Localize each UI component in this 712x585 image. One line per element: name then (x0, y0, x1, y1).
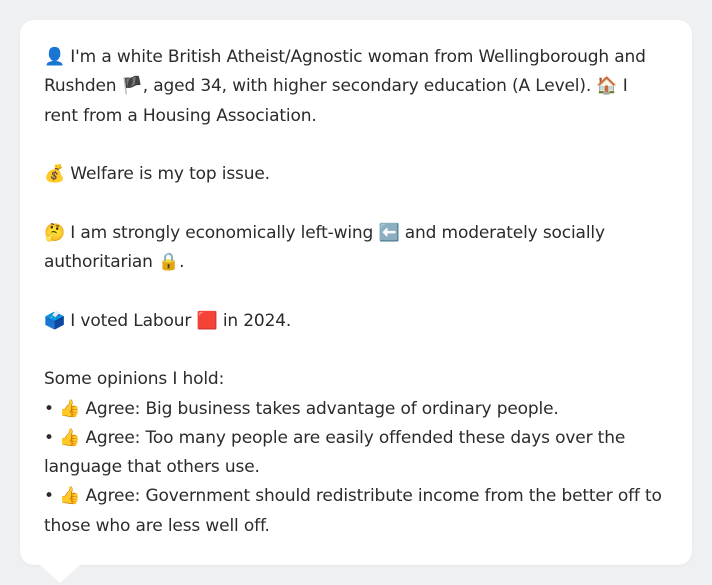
social-text: and moderately socially authoritarian (44, 222, 605, 273)
vote-year-text: in 2024. (222, 310, 292, 331)
red-square-icon: 🟥 (196, 310, 218, 331)
identity-paragraph: 👤 I'm a white British Atheist/Agnostic w… (44, 43, 662, 131)
bullet: • (44, 427, 54, 448)
opinion-text: Agree: Too many people are easily offend… (44, 427, 626, 478)
ideology-paragraph: 🤔 I am strongly economically left-wing ⬅… (44, 219, 662, 278)
vote-paragraph: 🗳️ I voted Labour 🟥 in 2024. (44, 307, 662, 336)
economic-text: I am strongly economically left-wing (70, 222, 374, 243)
top-issue-paragraph: 💰 Welfare is my top issue. (44, 160, 662, 189)
ballot-box-icon: 🗳️ (44, 310, 66, 331)
money-bag-icon: 💰 (44, 164, 66, 185)
opinion-item: • 👍 Agree: Big business takes advantage … (44, 395, 662, 424)
thumbs-up-icon: 👍 (59, 398, 81, 419)
bullet: • (44, 486, 54, 507)
persona-message-bubble: 👤 I'm a white British Atheist/Agnostic w… (20, 20, 692, 565)
opinion-text: Agree: Big business takes advantage of o… (85, 398, 559, 419)
housing-text: I rent from a Housing Association. (44, 76, 628, 126)
top-issue-text: Welfare is my top issue. (70, 164, 270, 185)
bullet: • (44, 398, 54, 419)
opinion-item: • 👍 Agree: Too many people are easily of… (44, 424, 662, 483)
house-icon: 🏠 (596, 76, 618, 97)
opinion-item: • 👍 Agree: Government should redistribut… (44, 482, 662, 541)
england-flag-icon: 🏴 (121, 76, 143, 97)
thumbs-up-icon: 👍 (59, 427, 81, 448)
identity-age-education: , aged 34, with higher secondary educati… (142, 76, 592, 97)
identity-text: I'm a white British Atheist/Agnostic wom… (44, 47, 646, 97)
bubble-tail (40, 565, 80, 583)
thumbs-up-icon: 👍 (59, 486, 81, 507)
ideology-period: . (179, 252, 185, 273)
thinking-face-icon: 🤔 (44, 222, 66, 243)
left-arrow-icon: ⬅️ (378, 222, 400, 243)
opinions-heading: Some opinions I hold: (44, 369, 225, 390)
opinion-text: Agree: Government should redistribute in… (44, 486, 662, 536)
persona-bio: 👤 I'm a white British Atheist/Agnostic w… (44, 43, 662, 541)
lock-icon: 🔒 (158, 252, 180, 273)
vote-text: I voted Labour (70, 310, 192, 331)
person-icon: 👤 (44, 47, 66, 67)
